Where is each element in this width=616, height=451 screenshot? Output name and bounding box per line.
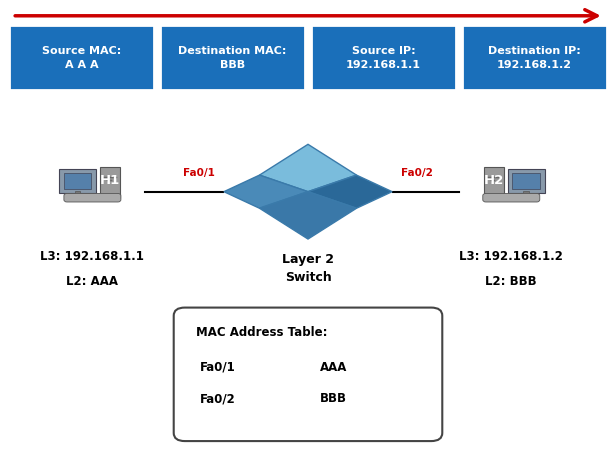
FancyBboxPatch shape xyxy=(100,167,120,198)
Text: L3: 192.168.1.2: L3: 192.168.1.2 xyxy=(460,250,563,263)
Text: MAC Address Table:: MAC Address Table: xyxy=(196,326,327,339)
Text: Layer 2
Switch: Layer 2 Switch xyxy=(282,253,334,284)
FancyBboxPatch shape xyxy=(524,191,529,195)
FancyBboxPatch shape xyxy=(69,194,86,196)
FancyBboxPatch shape xyxy=(64,193,121,202)
FancyBboxPatch shape xyxy=(518,194,535,196)
FancyBboxPatch shape xyxy=(483,193,540,202)
FancyBboxPatch shape xyxy=(107,180,111,181)
FancyBboxPatch shape xyxy=(513,173,540,189)
FancyBboxPatch shape xyxy=(174,308,442,441)
FancyBboxPatch shape xyxy=(59,169,96,193)
FancyBboxPatch shape xyxy=(311,25,456,90)
Text: AAA: AAA xyxy=(320,361,347,374)
Text: L3: 192.168.1.1: L3: 192.168.1.1 xyxy=(41,250,144,263)
FancyBboxPatch shape xyxy=(491,180,495,181)
Text: Source IP:
192.168.1.1: Source IP: 192.168.1.1 xyxy=(346,46,421,69)
FancyBboxPatch shape xyxy=(9,25,154,90)
Text: Fa0/2: Fa0/2 xyxy=(402,168,433,178)
Text: Source MAC:
A A A: Source MAC: A A A xyxy=(42,46,121,69)
FancyBboxPatch shape xyxy=(484,167,504,198)
FancyBboxPatch shape xyxy=(487,177,501,178)
Text: L2: BBB: L2: BBB xyxy=(485,275,537,288)
FancyBboxPatch shape xyxy=(508,169,545,193)
FancyBboxPatch shape xyxy=(64,173,92,189)
Polygon shape xyxy=(259,192,357,239)
Text: H1: H1 xyxy=(100,175,120,188)
Text: Fa0/1: Fa0/1 xyxy=(183,168,214,178)
Text: Destination MAC:
BBB: Destination MAC: BBB xyxy=(179,46,286,69)
Polygon shape xyxy=(259,144,357,192)
Text: BBB: BBB xyxy=(320,392,347,405)
Text: H2: H2 xyxy=(484,175,504,188)
Text: L2: AAA: L2: AAA xyxy=(67,275,118,288)
Text: Fa0/2: Fa0/2 xyxy=(200,392,236,405)
Polygon shape xyxy=(308,175,392,208)
Text: Fa0/1: Fa0/1 xyxy=(200,361,236,374)
Text: Destination IP:
192.168.1.2: Destination IP: 192.168.1.2 xyxy=(488,46,581,69)
FancyBboxPatch shape xyxy=(75,191,80,195)
Polygon shape xyxy=(224,175,308,208)
FancyBboxPatch shape xyxy=(462,25,607,90)
FancyBboxPatch shape xyxy=(160,25,305,90)
FancyBboxPatch shape xyxy=(103,177,117,178)
